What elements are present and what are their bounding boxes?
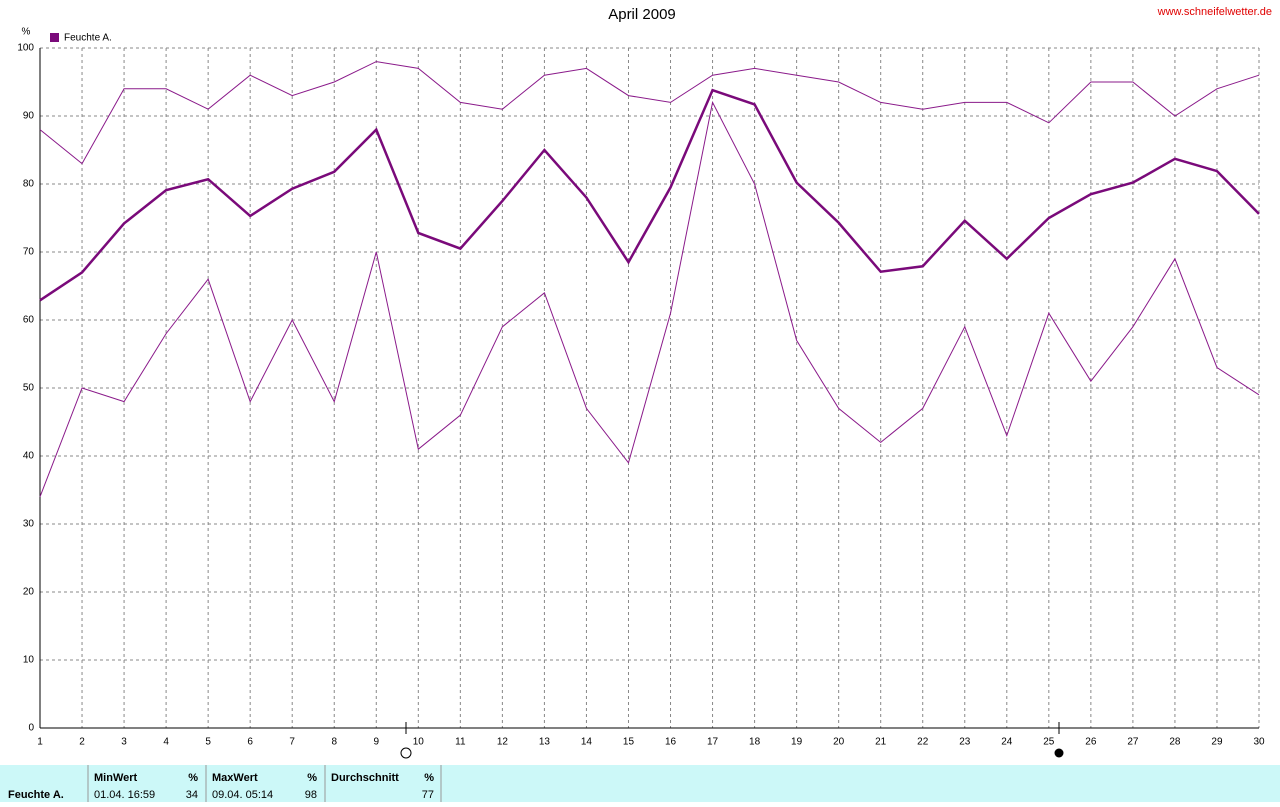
x-tick-label: 20 bbox=[833, 737, 845, 748]
new-moon-icon bbox=[1054, 748, 1064, 758]
summary-value: 77 bbox=[422, 789, 434, 801]
x-tick-label: 17 bbox=[707, 737, 719, 748]
y-tick-label: 30 bbox=[23, 519, 35, 530]
x-tick-label: 1 bbox=[37, 737, 43, 748]
x-tick-label: 10 bbox=[413, 737, 425, 748]
legend-swatch bbox=[50, 33, 59, 42]
y-tick-label: 90 bbox=[23, 111, 35, 122]
x-tick-label: 19 bbox=[791, 737, 803, 748]
x-tick-label: 2 bbox=[79, 737, 85, 748]
y-axis-label: % bbox=[22, 27, 31, 38]
x-tick-label: 18 bbox=[749, 737, 761, 748]
series-line bbox=[39, 100, 1260, 497]
y-tick-label: 100 bbox=[17, 43, 34, 54]
x-tick-label: 8 bbox=[331, 737, 337, 748]
x-tick-label: 26 bbox=[1085, 737, 1097, 748]
x-tick-label: 9 bbox=[373, 737, 379, 748]
summary-time: 01.04. 16:59 bbox=[94, 789, 155, 801]
summary-label: Feuchte A. bbox=[8, 789, 64, 801]
summary-unit: % bbox=[424, 772, 434, 784]
x-tick-label: 11 bbox=[455, 737, 466, 748]
x-tick-label: 27 bbox=[1127, 737, 1139, 748]
y-tick-label: 80 bbox=[23, 179, 35, 190]
summary-unit: % bbox=[188, 772, 198, 784]
series-line bbox=[39, 61, 1260, 165]
x-tick-label: 28 bbox=[1169, 737, 1181, 748]
x-tick-label: 13 bbox=[539, 737, 551, 748]
x-tick-label: 6 bbox=[247, 737, 253, 748]
y-tick-label: 50 bbox=[23, 383, 35, 394]
y-tick-label: 40 bbox=[23, 451, 35, 462]
summary-bar bbox=[0, 765, 1280, 802]
x-tick-label: 22 bbox=[917, 737, 929, 748]
y-tick-label: 70 bbox=[23, 247, 35, 258]
summary-header: MinWert bbox=[94, 772, 138, 784]
x-tick-label: 14 bbox=[581, 737, 593, 748]
x-tick-label: 5 bbox=[205, 737, 211, 748]
x-tick-label: 3 bbox=[121, 737, 127, 748]
x-tick-label: 15 bbox=[623, 737, 635, 748]
x-tick-label: 12 bbox=[497, 737, 509, 748]
x-tick-label: 21 bbox=[875, 737, 887, 748]
y-tick-label: 20 bbox=[23, 587, 35, 598]
full-moon-icon bbox=[400, 747, 412, 759]
x-tick-label: 16 bbox=[665, 737, 677, 748]
summary-value: 34 bbox=[186, 789, 198, 801]
y-tick-label: 60 bbox=[23, 315, 35, 326]
summary-unit: % bbox=[307, 772, 317, 784]
y-tick-label: 0 bbox=[28, 723, 34, 734]
x-tick-label: 7 bbox=[289, 737, 295, 748]
x-tick-label: 29 bbox=[1211, 737, 1223, 748]
x-tick-label: 24 bbox=[1001, 737, 1013, 748]
chart-title: April 2009 bbox=[608, 6, 676, 23]
x-tick-label: 25 bbox=[1043, 737, 1055, 748]
x-tick-label: 30 bbox=[1253, 737, 1265, 748]
series-line bbox=[39, 88, 1260, 302]
summary-time: 09.04. 05:14 bbox=[212, 789, 273, 801]
y-tick-label: 10 bbox=[23, 655, 35, 666]
summary-header: MaxWert bbox=[212, 772, 258, 784]
summary-header: Durchschnitt bbox=[331, 772, 399, 784]
x-tick-label: 23 bbox=[959, 737, 971, 748]
legend-label: Feuchte A. bbox=[64, 33, 112, 44]
summary-value: 98 bbox=[305, 789, 317, 801]
source: www.schneifelwetter.de bbox=[1157, 6, 1272, 18]
x-tick-label: 4 bbox=[163, 737, 169, 748]
